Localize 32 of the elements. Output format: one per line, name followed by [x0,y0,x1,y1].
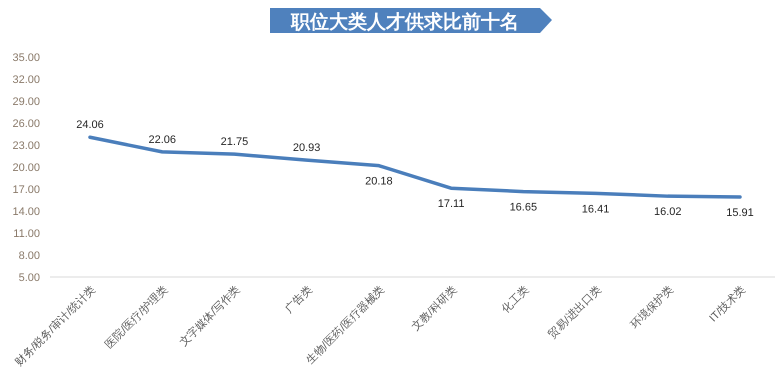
data-label: 15.91 [726,206,754,219]
x-tick-label: 广告类 [282,282,315,316]
x-tick-label: 财务/税务/审计/统计类 [12,282,98,369]
data-label: 20.93 [292,142,320,154]
data-label: 24.06 [76,119,104,132]
x-tick-label: IT/技术类 [706,282,748,325]
x-tick-label: 医院/医疗/护理类 [102,282,170,351]
y-tick-label: 32.00 [12,74,40,86]
data-label: 20.18 [365,176,393,188]
y-tick-label: 20.00 [12,162,40,174]
x-tick-label: 环境保护类 [628,282,676,332]
data-label: 16.65 [510,202,538,214]
chart-title: 职位大类人才供求比前十名 [290,11,519,33]
data-label: 21.75 [220,136,248,148]
y-tick-label: 8.00 [18,250,40,262]
y-tick-label: 11.00 [13,228,40,240]
data-label: 16.02 [654,206,682,218]
data-label: 16.41 [582,203,610,216]
y-tick-label: 23.00 [12,140,40,152]
x-tick-label: 文字媒体/写作类 [176,282,243,349]
data-label: 17.11 [438,198,464,210]
data-label: 22.06 [148,134,176,146]
y-tick-label: 26.00 [12,118,40,130]
x-tick-label: 贸易/进出口类 [546,282,604,341]
line-series [88,135,742,199]
y-tick-label: 5.00 [18,272,40,284]
y-tick-label: 35.00 [12,52,40,64]
x-tick-label: 化工类 [498,282,532,316]
y-tick-label: 17.00 [12,184,40,196]
y-tick-label: 29.00 [12,96,40,108]
y-tick-label: 14.00 [12,206,40,218]
x-tick-label: 文教/科研类 [408,282,460,334]
